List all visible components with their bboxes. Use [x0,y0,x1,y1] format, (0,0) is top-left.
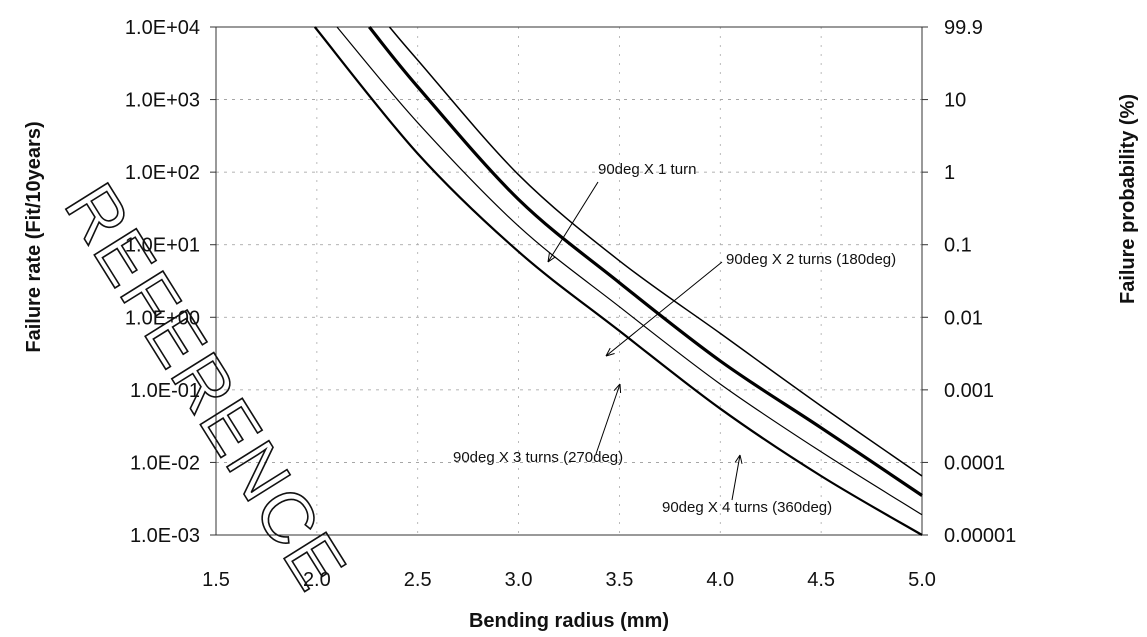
y-tick-label: 1.0E+04 [125,17,200,39]
annotation-label: 90deg X 2 turns (180deg) [726,251,896,268]
annotation-leader [547,181,599,263]
series-line-2 [336,26,923,516]
plot-area [215,26,923,536]
annotation-arrowhead [734,454,743,464]
annotation-leader [731,454,741,501]
x-tick-label: 5.0 [908,569,936,591]
series-line-1 [313,26,923,536]
x-tick-label: 2.5 [404,569,432,591]
annotation-label: 90deg X 1 turn [598,161,696,178]
y-tick-label: 1.0E-01 [130,380,200,402]
series-line-4 [388,26,923,477]
x-tick-label: 2.0 [303,569,331,591]
y-tick-label: 1.0E+01 [125,235,200,257]
annotation-label: 90deg X 4 turns (360deg) [662,499,832,516]
series-line-3 [368,25,923,497]
y-tick-label: 1.0E+03 [125,90,200,112]
y2-tick-label: 0.001 [944,380,994,402]
annotation-labels: 90deg X 4 turns (360deg) 90deg X 3 turns … [453,161,896,516]
y2-tick-label: 99.9 [944,17,983,39]
y2-tick-labels: 99.9 10 1 0.1 0.01 0.001 0.0001 0.00001 [944,17,1016,547]
y-tick-label: 1.0E-03 [130,525,200,547]
y2-tick-label: 0.00001 [944,525,1016,547]
x-tick-labels: 1.5 2.0 2.5 3.0 3.5 4.0 4.5 5.0 [202,569,936,591]
y2-tick-label: 1 [944,162,955,184]
y2-tick-label: 10 [944,90,966,112]
series-lines [313,25,923,536]
plot-frame [210,26,928,536]
annotation-leaders [547,181,743,501]
annotation-leader [605,261,723,357]
y-tick-label: 1.0E+02 [125,162,200,184]
annotation-label: 90deg X 3 turns (270deg) [453,449,623,466]
annotation-arrowhead [547,253,556,263]
annotation-arrowhead [613,383,622,394]
x-tick-label: 4.0 [706,569,734,591]
annotation-leader [595,383,621,455]
y2-axis-title: Failure probability (%) [1117,94,1139,304]
annotation-arrowhead [605,347,615,357]
x-tick-label: 3.5 [606,569,634,591]
x-tick-label: 4.5 [807,569,835,591]
y-tick-label: 1.0E+00 [125,307,200,329]
y2-tick-label: 0.1 [944,235,972,257]
y-tick-label: 1.0E-02 [130,452,200,474]
y2-tick-label: 0.01 [944,307,983,329]
y2-tick-label: 0.0001 [944,452,1005,474]
watermark-text: REFERENCE [49,170,362,604]
x-tick-label: 3.0 [505,569,533,591]
y-axis-title: Failure rate (Fit/10years) [23,121,45,352]
x-axis-title: Bending radius (mm) [469,610,669,632]
x-tick-label: 1.5 [202,569,230,591]
y-tick-labels: 1.0E+04 1.0E+03 1.0E+02 1.0E+01 1.0E+00 1.0E-… [125,17,200,547]
